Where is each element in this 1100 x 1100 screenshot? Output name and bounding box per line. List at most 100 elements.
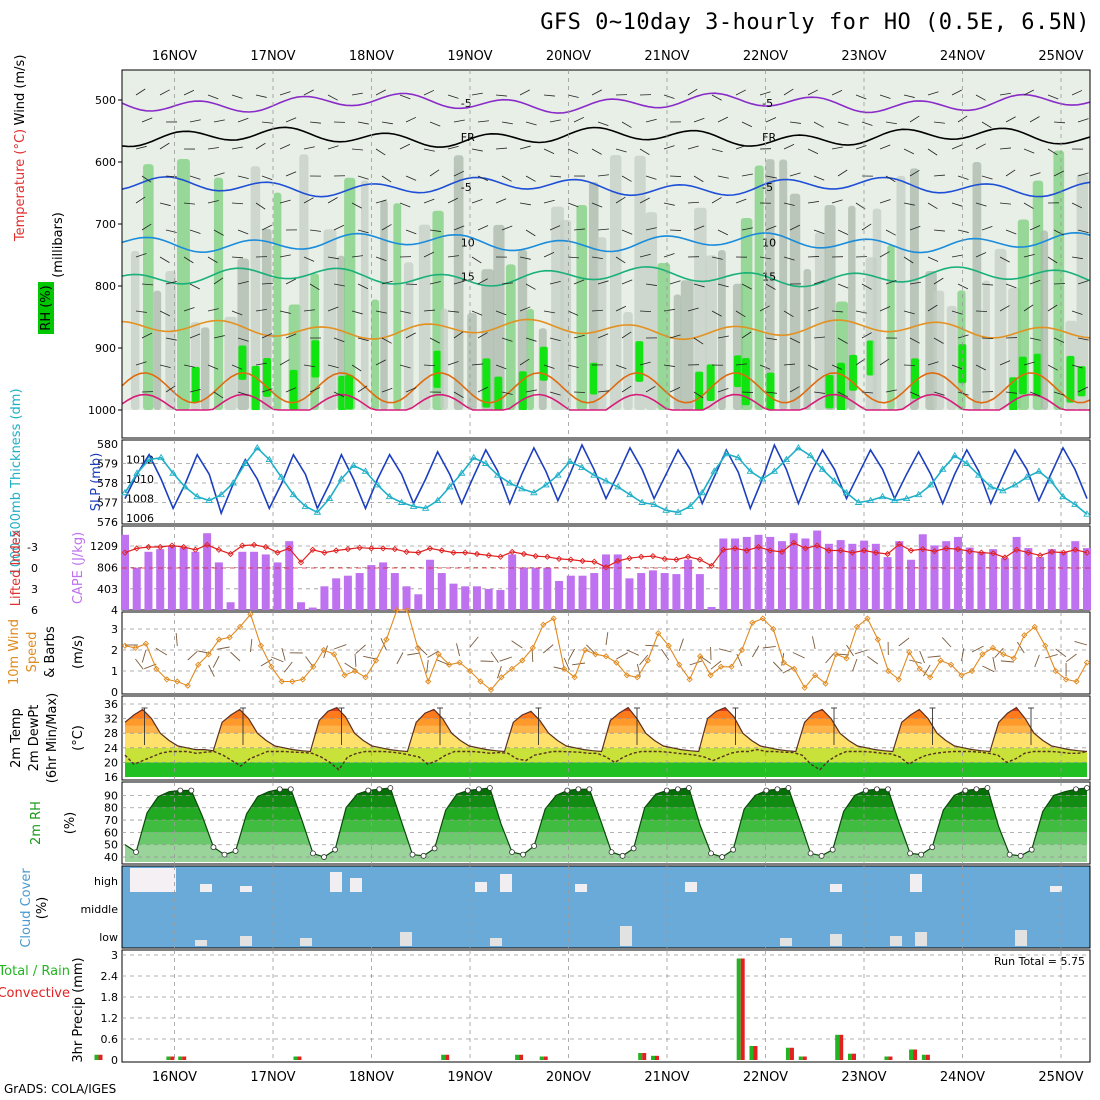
wind-barb (1029, 391, 1041, 397)
cloud-high-bar (240, 886, 252, 892)
temp-contour (121, 126, 1091, 148)
wind-speed-point (226, 634, 233, 641)
wind-barb (207, 256, 218, 263)
wind-speed-point (644, 657, 651, 664)
cape-bar (860, 540, 869, 610)
thickness-point (265, 455, 274, 463)
wind-barb (255, 309, 267, 312)
wind10m-barb (772, 661, 783, 672)
wind10m-barb (1045, 653, 1058, 659)
cape-bar (426, 559, 435, 610)
cloud-high-bar (575, 884, 587, 892)
cloud-high-bar (130, 868, 176, 892)
wind-barb (879, 358, 890, 366)
wind-barb (735, 89, 746, 96)
wind10m-barb (792, 652, 805, 659)
wind-barb (1029, 172, 1041, 177)
cape-bar (578, 575, 587, 610)
wind-speed-point (121, 642, 129, 649)
cloud-low-bar (400, 932, 412, 946)
wind-barb (621, 331, 632, 339)
wind-barb (135, 196, 146, 204)
wind-barb (261, 224, 273, 231)
wind-barb (957, 334, 969, 339)
thickness-point (301, 502, 310, 509)
precip-convective-bar (98, 1054, 103, 1060)
wind-barb (615, 305, 627, 312)
precip-total-bar (785, 1047, 790, 1060)
wind-speed-point (832, 651, 840, 658)
wind-barb (309, 229, 321, 232)
wind-speed-point (822, 680, 829, 687)
wind-barb (759, 305, 770, 312)
wind-barb (519, 202, 531, 206)
wind-barb (837, 229, 849, 236)
wind-barb (519, 145, 531, 150)
wind10m-barb (208, 664, 215, 677)
rh-point (276, 786, 283, 793)
wind-barb (279, 254, 291, 258)
lifted-index-point (532, 552, 539, 560)
cloud-low-bar (890, 936, 902, 946)
wind-barb (375, 256, 387, 262)
wind-barb (231, 364, 243, 370)
wind-speed-point (184, 682, 191, 689)
wind-barb (471, 363, 483, 366)
wind-barb (1071, 310, 1083, 315)
rh-shading (909, 168, 919, 410)
wind-barb (519, 256, 531, 260)
precip-tick: 2.4 (101, 970, 119, 983)
wind-barb (933, 277, 944, 285)
thickness-point (1023, 473, 1031, 480)
lifted-index-point (755, 543, 762, 551)
wind-barb (525, 283, 536, 290)
temp-axis-label-3: (6hr Min/Max) (45, 693, 60, 783)
wind-barb (927, 91, 939, 96)
wind10m-barb (490, 651, 499, 663)
wind-barb (1071, 364, 1083, 369)
rh-point (1006, 851, 1013, 858)
thickness-point (566, 457, 574, 464)
rh-shading (526, 308, 534, 410)
wind-barb (165, 337, 177, 341)
wind-barb (399, 202, 411, 208)
wind-barb (741, 121, 753, 128)
wind-barb (501, 391, 513, 395)
wind10m-barb (323, 645, 328, 659)
thickness-point (518, 484, 526, 492)
rh-point (365, 787, 372, 794)
lifted-index-line (124, 542, 1088, 568)
wind-speed-point (801, 684, 808, 691)
rh-point (1017, 852, 1024, 859)
rh-shading (201, 327, 210, 410)
precip-total-bar (884, 1056, 889, 1060)
temp-band (125, 711, 1087, 719)
date-label-bottom: 21NOV (644, 1070, 689, 1085)
rh-point (818, 852, 825, 859)
precip-tick: 1.2 (101, 1012, 119, 1025)
wind-barb (543, 94, 555, 97)
thickness-point (1071, 500, 1079, 507)
wind-barb (285, 387, 297, 393)
wind10m-barb (927, 655, 941, 658)
thickness-point (385, 492, 394, 500)
thickness-point (229, 479, 238, 486)
wind-barb (207, 364, 219, 370)
wind-barb (957, 175, 969, 180)
wind-barb (1053, 391, 1065, 396)
cape-bar (121, 534, 129, 610)
wind-barb (567, 94, 579, 98)
wind-speed-point (906, 648, 913, 656)
thickness-point (626, 490, 634, 498)
wind-barb (567, 364, 579, 369)
wind-barb (759, 91, 771, 96)
wind-barb (567, 256, 579, 259)
temp-contour (121, 231, 1091, 254)
wind-barb (1023, 202, 1034, 209)
wind-barb (351, 364, 362, 372)
cape-bar (965, 547, 974, 610)
lifted-index-point (286, 545, 293, 552)
wind-barb (183, 364, 195, 368)
lifted-index-point (767, 547, 774, 554)
wind-speed-point (142, 640, 150, 647)
